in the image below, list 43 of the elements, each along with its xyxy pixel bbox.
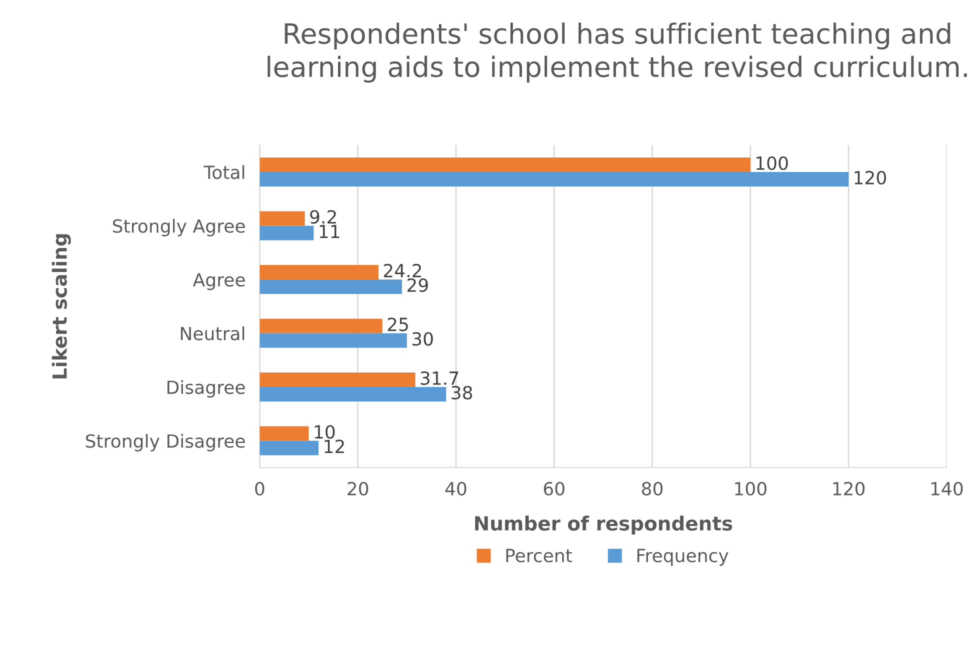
bar: [260, 157, 750, 172]
y-tick-label: Total: [204, 165, 244, 180]
data-label: 30: [412, 332, 433, 346]
x-tick-label: 100: [735, 482, 766, 496]
bar: [260, 264, 378, 280]
legend-label: Percent: [506, 548, 572, 562]
bar: [260, 211, 305, 226]
data-label: 11: [320, 224, 340, 238]
y-tick-label: Neutral: [180, 326, 244, 340]
x-tick-label: 60: [544, 482, 564, 496]
y-tick-label: Disagree: [167, 380, 245, 398]
x-tick-label: 20: [348, 482, 368, 496]
x-tick-label: 140: [931, 482, 963, 496]
bar: [260, 426, 309, 441]
bar: [260, 172, 849, 187]
data-label: 100: [756, 156, 788, 170]
x-tick-label: 0: [255, 482, 264, 496]
y-tick-label: Agree: [192, 273, 245, 290]
chart-title: Respondents' school has sufficient teaching and learning aids to implement the revised curriculum.: [268, 22, 967, 83]
data-label: 24.2: [384, 264, 422, 278]
bar: [260, 372, 416, 387]
data-label: 25: [388, 318, 408, 332]
x-axis-title: Number of respondents: [475, 516, 732, 534]
data-label: 12: [324, 440, 344, 453]
bar: [260, 387, 446, 402]
y-tick-label: Strongly Agree: [113, 218, 245, 236]
y-axis-title: Likert scaling: [52, 234, 71, 378]
data-label: 10: [314, 425, 335, 439]
bar: [260, 440, 319, 456]
data-label: 9.2: [310, 210, 336, 224]
x-tick-label: 80: [642, 482, 663, 496]
data-label: 29: [407, 278, 428, 292]
data-label: 38: [452, 386, 472, 400]
data-label: 31.7: [420, 371, 458, 385]
y-tick-label: Strongly Disagree: [86, 434, 245, 452]
bar: [260, 226, 314, 240]
x-tick-label: 120: [833, 482, 865, 496]
bar: [260, 333, 407, 348]
data-label: 120: [854, 170, 886, 184]
legend-label: Frequency: [637, 548, 728, 566]
bar: [260, 318, 382, 334]
x-tick-label: 40: [445, 482, 466, 496]
bar: [260, 280, 402, 294]
